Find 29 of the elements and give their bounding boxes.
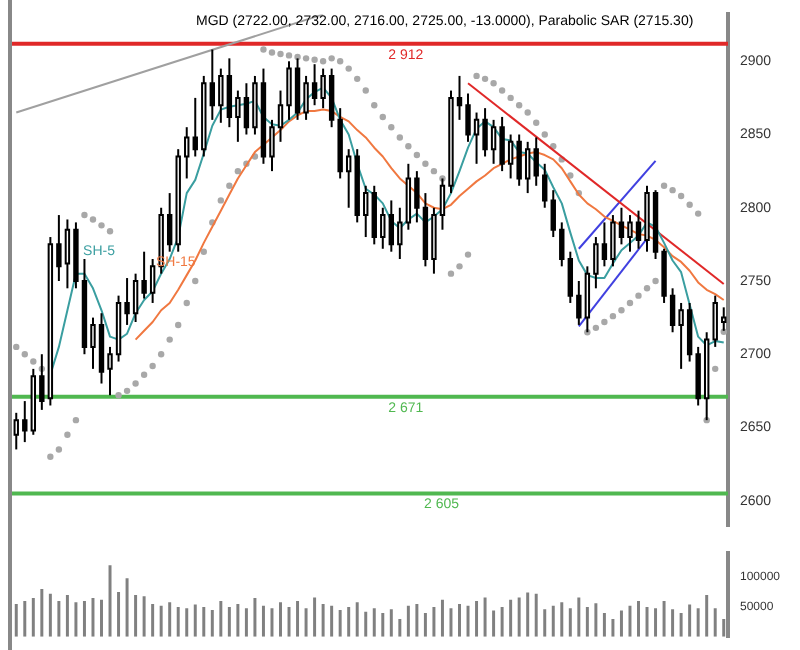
candlestick: [465, 92, 471, 143]
candlestick: [516, 133, 522, 187]
candlestick: [678, 301, 684, 370]
candlestick: [294, 57, 301, 121]
candlestick: [371, 184, 377, 246]
candlestick: [98, 312, 105, 385]
candlestick: [507, 133, 514, 180]
candlestick: [303, 74, 309, 121]
candlestick: [499, 115, 505, 173]
candlestick: [286, 60, 292, 121]
candlestick: [482, 107, 488, 158]
candlestick: [243, 82, 250, 136]
candlestick: [388, 199, 395, 253]
candlestick: [226, 57, 233, 129]
candlestick: [712, 294, 718, 348]
candlestick: [473, 111, 480, 165]
candlestick: [490, 118, 497, 165]
candlestick: [601, 221, 608, 268]
candlestick: [64, 218, 71, 290]
candlestick: [218, 67, 224, 124]
candlestick: [13, 411, 19, 451]
candlestick: [311, 63, 318, 107]
candlestick: [209, 48, 216, 121]
candlestick: [644, 184, 650, 253]
candlestick: [627, 214, 633, 253]
candlestick: [22, 400, 28, 444]
candlestick: [524, 140, 531, 195]
candlestick: [132, 272, 139, 323]
candlestick: [610, 214, 616, 268]
